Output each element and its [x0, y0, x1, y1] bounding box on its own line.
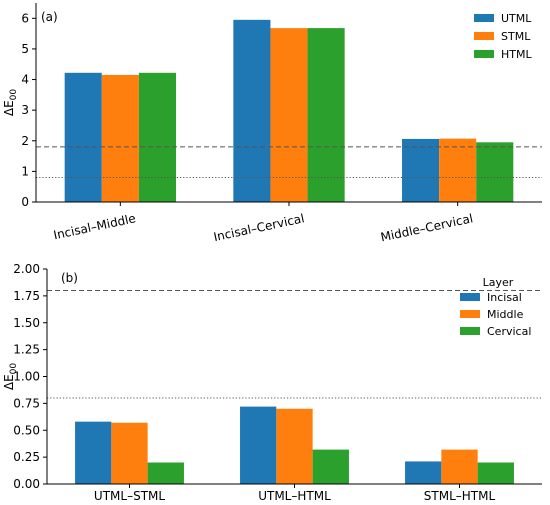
- bar-cervical-2: [477, 462, 514, 484]
- bar-middle-2: [441, 449, 478, 484]
- y-axis-label-subscript: 00: [9, 363, 19, 375]
- legend-swatch-cervical: [460, 327, 480, 335]
- legend-label: Incisal: [487, 291, 522, 304]
- y-tick-label: 0.25: [13, 450, 40, 464]
- category-label: Middle–Cervical: [379, 211, 474, 244]
- panel-label: (a): [41, 10, 58, 24]
- y-axis-label-main: ΔE: [2, 100, 16, 116]
- bar-incisal-1: [240, 406, 277, 484]
- bar-incisal-0: [75, 421, 112, 484]
- y-axis-label: ΔE00: [2, 363, 19, 391]
- y-axis-label-subscript: 00: [9, 89, 19, 101]
- bar-stml-2: [439, 138, 477, 202]
- category-label: UTML–HTML: [258, 489, 331, 503]
- legend-label: Cervical: [487, 325, 531, 338]
- y-axis-label: ΔE00: [2, 89, 19, 117]
- category-label: STML–HTML: [424, 489, 496, 503]
- panel-label: (b): [61, 271, 78, 285]
- y-tick-label: 0.00: [13, 477, 40, 491]
- legend-label: STML: [501, 30, 531, 43]
- y-tick-label: 1: [21, 164, 29, 178]
- y-tick-label: 0.50: [13, 423, 40, 437]
- y-axis-label-main: ΔE: [2, 374, 16, 390]
- bar-utml-0: [64, 72, 102, 203]
- legend-label: Middle: [487, 308, 524, 321]
- legend-title: Layer: [483, 276, 514, 289]
- bar-middle-1: [276, 408, 313, 484]
- y-tick-label: 0.75: [13, 396, 40, 410]
- y-tick-label: 1.50: [13, 316, 40, 330]
- category-label: UTML–STML: [94, 489, 165, 503]
- y-tick-label: 2: [21, 134, 29, 148]
- y-tick-label: 0: [21, 195, 29, 209]
- category-label: Incisal–Middle: [52, 211, 137, 242]
- bar-cervical-1: [312, 449, 349, 484]
- bar-incisal-2: [405, 461, 442, 484]
- bar-cervical-0: [147, 462, 184, 484]
- legend-swatch-html: [474, 50, 494, 58]
- y-tick-label: 1.25: [13, 343, 40, 357]
- legend-label: HTML: [501, 48, 532, 61]
- panel-b-bar-chart: 0.00 0.25 0.50 0.75 1.00 1.25 1.50 1.75 2.00 UTML…: [2, 262, 542, 503]
- y-tick-label: 4: [21, 73, 29, 87]
- bar-stml-0: [101, 74, 139, 202]
- category-label: Incisal–Cervical: [212, 211, 305, 244]
- bar-stml-1: [270, 28, 308, 203]
- legend-swatch-middle: [460, 310, 480, 318]
- y-tick-label: 6: [21, 11, 29, 25]
- y-tick-label: 5: [21, 42, 29, 56]
- y-tick-label: 1.75: [13, 289, 40, 303]
- y-tick-label: 3: [21, 103, 29, 117]
- legend-swatch-incisal: [460, 293, 480, 301]
- bar-html-2: [476, 142, 514, 202]
- bar-middle-0: [111, 422, 148, 484]
- bar-utml-1: [233, 19, 271, 203]
- y-tick-label: 2.00: [13, 262, 40, 276]
- bar-utml-2: [402, 138, 440, 202]
- legend-swatch-utml: [474, 14, 494, 22]
- bar-html-1: [307, 28, 345, 203]
- legend-label: UTML: [501, 12, 532, 25]
- y-tick-label: 1.00: [13, 370, 40, 384]
- panel-a-bar-chart: 0 1 2 3 4 5 6 Incisal–Middle Incisal–Cervical Mid…: [2, 3, 542, 244]
- bar-html-0: [138, 72, 176, 203]
- legend-swatch-stml: [474, 32, 494, 40]
